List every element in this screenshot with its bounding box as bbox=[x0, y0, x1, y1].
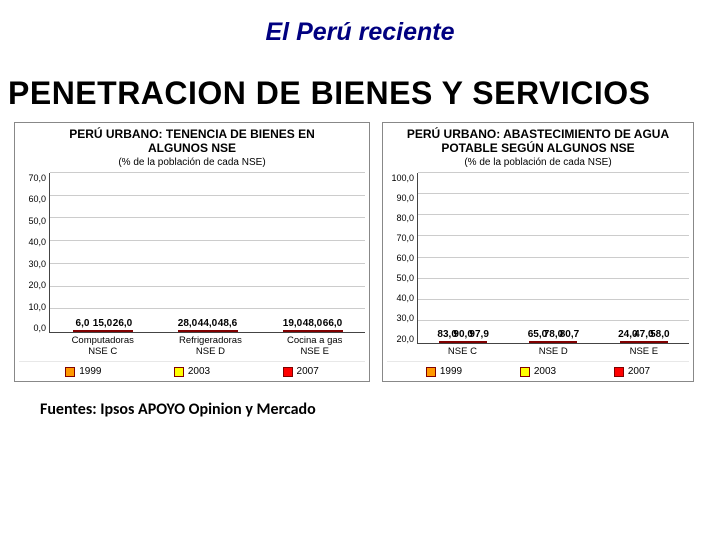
legend-label: 1999 bbox=[440, 366, 462, 377]
bar: 28,0 bbox=[178, 330, 198, 332]
legend-swatch bbox=[426, 367, 436, 377]
bar: 78,0 bbox=[545, 341, 561, 343]
chart-right: PERÚ URBANO: ABASTECIMIENTO DE AGUAPOTAB… bbox=[382, 122, 694, 382]
y-tick: 60,0 bbox=[387, 253, 414, 263]
category-label: NSE D bbox=[539, 344, 568, 357]
charts-row: PERÚ URBANO: TENENCIA DE BIENES ENALGUNO… bbox=[0, 122, 720, 382]
legend-item: 2003 bbox=[520, 366, 556, 377]
bar: 58,0 bbox=[652, 341, 668, 343]
bar: 66,0 bbox=[323, 330, 343, 332]
category-label: Cocina a gasNSE E bbox=[287, 333, 342, 357]
legend-swatch bbox=[283, 367, 293, 377]
legend-item: 1999 bbox=[426, 366, 462, 377]
bar: 24,0 bbox=[620, 341, 636, 343]
bar: 26,0 bbox=[113, 330, 133, 332]
y-tick: 30,0 bbox=[387, 313, 414, 323]
bar-value: 80,7 bbox=[560, 329, 579, 340]
y-tick: 50,0 bbox=[19, 216, 46, 226]
bar: 44,0 bbox=[198, 330, 218, 332]
legend-swatch bbox=[174, 367, 184, 377]
bar-group: 19,048,066,0 bbox=[283, 173, 343, 332]
chart-title: PERÚ URBANO: ABASTECIMIENTO DE AGUAPOTAB… bbox=[387, 127, 689, 169]
legend-item: 2007 bbox=[283, 366, 319, 377]
y-axis: 20,0 30,0 40,0 50,0 60,0 70,0 80,0 90,0 … bbox=[387, 173, 417, 344]
bar-value: 28,0 bbox=[178, 318, 197, 329]
bar-value: 48,6 bbox=[218, 318, 237, 329]
bar: 47,0 bbox=[636, 341, 652, 343]
bar-value: 6,0 bbox=[76, 318, 90, 329]
source-text: Fuentes: Ipsos APOYO Opinion y Mercado bbox=[0, 382, 720, 419]
bar-value: 97,9 bbox=[469, 329, 488, 340]
bar: 15,0 bbox=[93, 330, 113, 332]
main-title: PENETRACION DE BIENES Y SERVICIOS bbox=[0, 47, 720, 122]
bar-group: 24,047,058,0 bbox=[620, 173, 668, 343]
legend-item: 2003 bbox=[174, 366, 210, 377]
bar: 48,6 bbox=[218, 330, 238, 332]
plot-area: 0,0 10,0 20,0 30,0 40,0 50,0 60,0 70,0 6… bbox=[19, 169, 365, 333]
bar-value: 15,0 bbox=[93, 318, 112, 329]
y-tick: 0,0 bbox=[19, 323, 46, 333]
legend: 1999 2003 2007 bbox=[387, 361, 689, 379]
plot: 83,090,097,9 65,078,080,7 24,047,058,0 bbox=[417, 173, 689, 344]
y-tick: 20,0 bbox=[19, 280, 46, 290]
y-tick: 40,0 bbox=[387, 293, 414, 303]
bar: 97,9 bbox=[471, 341, 487, 343]
bar: 65,0 bbox=[529, 341, 545, 343]
bar: 6,0 bbox=[73, 330, 93, 332]
legend-swatch bbox=[520, 367, 530, 377]
legend-label: 2007 bbox=[297, 366, 319, 377]
y-tick: 50,0 bbox=[387, 273, 414, 283]
bar: 48,0 bbox=[303, 330, 323, 332]
legend-label: 1999 bbox=[79, 366, 101, 377]
category-label: ComputadorasNSE C bbox=[72, 333, 134, 357]
legend: 1999 2003 2007 bbox=[19, 361, 365, 379]
bar-value: 44,0 bbox=[198, 318, 217, 329]
bar: 19,0 bbox=[283, 330, 303, 332]
y-tick: 60,0 bbox=[19, 194, 46, 204]
bar: 83,0 bbox=[439, 341, 455, 343]
bar-value: 19,0 bbox=[283, 318, 302, 329]
bar-value: 26,0 bbox=[113, 318, 132, 329]
legend-item: 1999 bbox=[65, 366, 101, 377]
y-tick: 20,0 bbox=[387, 334, 414, 344]
legend-swatch bbox=[65, 367, 75, 377]
legend-item: 2007 bbox=[614, 366, 650, 377]
y-tick: 70,0 bbox=[19, 173, 46, 183]
chart-left: PERÚ URBANO: TENENCIA DE BIENES ENALGUNO… bbox=[14, 122, 370, 382]
bar: 80,7 bbox=[561, 341, 577, 343]
legend-label: 2007 bbox=[628, 366, 650, 377]
chart-title: PERÚ URBANO: TENENCIA DE BIENES ENALGUNO… bbox=[19, 127, 365, 169]
y-axis: 0,0 10,0 20,0 30,0 40,0 50,0 60,0 70,0 bbox=[19, 173, 49, 333]
y-tick: 70,0 bbox=[387, 233, 414, 243]
category-label: NSE E bbox=[630, 344, 659, 357]
category-label: NSE C bbox=[448, 344, 477, 357]
y-tick: 90,0 bbox=[387, 193, 414, 203]
plot: 6,015,026,0 28,044,048,6 19,048,066,0 bbox=[49, 173, 365, 333]
legend-label: 2003 bbox=[188, 366, 210, 377]
bar-group: 65,078,080,7 bbox=[529, 173, 577, 343]
y-tick: 30,0 bbox=[19, 259, 46, 269]
bar-value: 66,0 bbox=[323, 318, 342, 329]
plot-area: 20,0 30,0 40,0 50,0 60,0 70,0 80,0 90,0 … bbox=[387, 169, 689, 344]
y-tick: 100,0 bbox=[387, 173, 414, 183]
bar-group: 6,015,026,0 bbox=[73, 173, 133, 332]
y-tick: 80,0 bbox=[387, 213, 414, 223]
legend-swatch bbox=[614, 367, 624, 377]
x-axis: NSE C NSE D NSE E bbox=[387, 344, 689, 357]
category-label: RefrigeradorasNSE D bbox=[179, 333, 242, 357]
bar-value: 48,0 bbox=[303, 318, 322, 329]
y-tick: 40,0 bbox=[19, 237, 46, 247]
bar-value: 58,0 bbox=[650, 329, 669, 340]
bar: 90,0 bbox=[455, 341, 471, 343]
supertitle: El Perú reciente bbox=[0, 0, 720, 47]
y-tick: 10,0 bbox=[19, 302, 46, 312]
x-axis: ComputadorasNSE C RefrigeradorasNSE D Coci… bbox=[19, 333, 365, 357]
bar-group: 83,090,097,9 bbox=[439, 173, 487, 343]
bar-group: 28,044,048,6 bbox=[178, 173, 238, 332]
legend-label: 2003 bbox=[534, 366, 556, 377]
